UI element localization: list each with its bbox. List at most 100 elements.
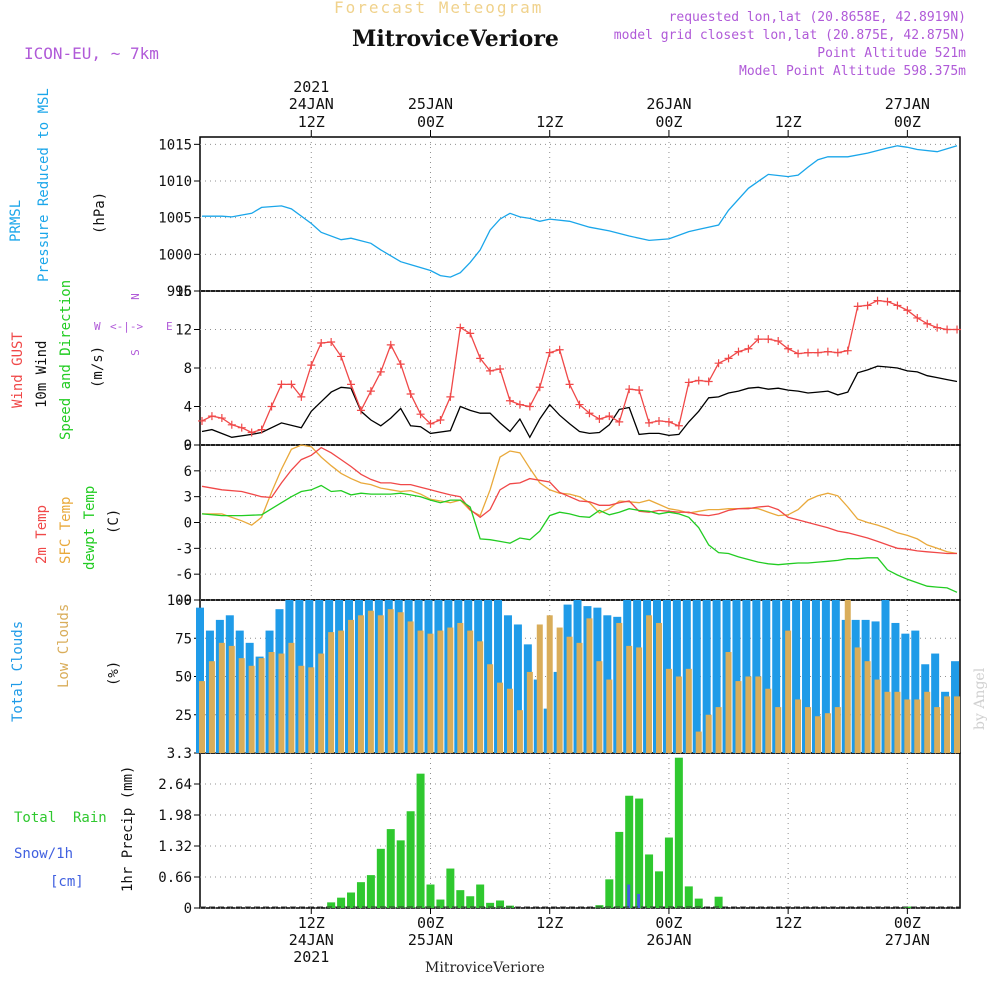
compass-e: E (166, 320, 173, 333)
rain-bar-0 (327, 902, 336, 908)
top-hour-label-4: 12Z (775, 113, 802, 131)
low-cloud-bar-66 (854, 647, 861, 753)
closest-coords: model grid closest lon,lat (20.875E, 42.… (613, 28, 966, 43)
rain-bar-15 (476, 884, 485, 908)
total-cloud-bar-60 (792, 600, 801, 753)
low-cloud-bar-33 (526, 671, 533, 753)
pressure-line (202, 145, 958, 278)
rain-bar-10 (426, 884, 435, 908)
gust-marker-18 (376, 367, 385, 376)
ytick-label-3-3: 100 (167, 593, 192, 609)
bottom-year-label-0: 2021 (293, 948, 329, 966)
total-cloud-bar-74 (931, 653, 940, 753)
gust-marker-42 (615, 417, 624, 426)
top-hour-label-1: 00Z (417, 113, 444, 131)
requested-coords: requested lon,lat (20.8658E, 42.8919N) (668, 10, 966, 25)
gust-marker-9 (287, 380, 296, 389)
low-cloud-bar-46 (655, 622, 662, 753)
station-title: MitroviceVeriore (352, 26, 559, 52)
ytick-label-0-4: 1015 (158, 137, 192, 153)
low-cloud-bar-55 (745, 676, 752, 753)
sfc-temp-line (202, 444, 958, 555)
low-cloud-bar-0 (199, 681, 205, 753)
top-date-label-0: 24JAN (289, 95, 334, 113)
gust-marker-56 (754, 335, 763, 344)
low-cloud-bar-31 (506, 688, 513, 753)
gust-marker-71 (903, 306, 912, 315)
gust-marker-29 (486, 366, 495, 375)
ytick-label-1-2: 8 (184, 361, 192, 377)
gust-marker-17 (366, 387, 375, 396)
low-cloud-bar-13 (328, 632, 335, 753)
rain-label: Total Rain (14, 810, 107, 826)
gust-marker-11 (307, 361, 316, 370)
ytick-label-1-3: 12 (175, 323, 192, 339)
low-cloud-bar-65 (844, 600, 851, 753)
gust-marker-57 (764, 335, 773, 344)
bottom-hour-label-1: 00Z (417, 914, 444, 932)
low-cloud-bar-48 (675, 676, 682, 753)
ytick-label-0-1: 1000 (158, 247, 192, 263)
gust-marker-1 (207, 412, 216, 421)
total-cloud-bar-30 (494, 600, 503, 753)
gust-marker-4 (237, 423, 246, 432)
low-cloud-bar-5 (248, 665, 255, 753)
ytick-label-2-2: -3 (175, 541, 192, 557)
low-cloud-bar-44 (636, 647, 643, 753)
low-cloud-bar-17 (367, 610, 374, 753)
rain-bar-27 (674, 757, 683, 908)
bottom-hour-label-0: 12Z (298, 914, 325, 932)
low-cloud-bar-10 (298, 665, 305, 753)
rain-bar-28 (684, 886, 693, 908)
rain-bar-13 (456, 890, 465, 908)
top-hour-label-2: 12Z (536, 113, 563, 131)
low-cloud-bar-49 (685, 668, 692, 753)
total-cloud-bar-58 (772, 600, 781, 753)
total-cloud-bar-69 (881, 600, 890, 753)
ytick-label-2-4: 3 (184, 490, 192, 506)
gust-marker-22 (416, 410, 425, 419)
gust-marker-0 (198, 416, 206, 425)
dewpoint-line (201, 484, 958, 593)
gust-marker-60 (794, 349, 803, 358)
gust-marker-25 (446, 392, 455, 401)
low-cloud-bar-26 (457, 622, 464, 753)
low-cloud-bar-2 (218, 642, 225, 753)
low-cloud-bar-54 (735, 681, 742, 753)
ytick-label-2-5: 6 (184, 464, 192, 480)
ytick-label-4-4: 2.64 (158, 777, 192, 793)
rain-bar-21 (615, 831, 624, 908)
low-cloud-bar-39 (586, 618, 593, 753)
bottom-hour-label-2: 12Z (536, 914, 563, 932)
total-cloud-bar-70 (891, 622, 900, 753)
total-cloud-bar-31 (503, 615, 512, 753)
point-altitude: Point Altitude 521m (817, 46, 966, 61)
low-cloud-bar-67 (864, 661, 871, 753)
rain-bar-16 (486, 902, 495, 908)
gust-marker-27 (466, 329, 475, 338)
snow-label: Snow/1h (14, 846, 74, 862)
meteogram-label: Forecast Meteogram (334, 0, 544, 17)
gust-marker-70 (893, 301, 902, 310)
gust-marker-76 (953, 325, 962, 334)
snow-bar-1 (637, 893, 641, 908)
gust-marker-47 (664, 417, 673, 426)
ytick-label-2-1: -6 (175, 567, 192, 583)
low-cloud-bar-1 (208, 661, 215, 753)
low-cloud-bar-42 (616, 622, 623, 753)
low-cloud-bar-57 (765, 688, 772, 753)
low-cloud-bar-69 (884, 691, 891, 753)
gust-marker-19 (386, 340, 395, 349)
gust-marker-52 (714, 359, 723, 368)
ytick-label-0-2: 1005 (158, 211, 192, 227)
panel-frame-4 (199, 752, 961, 909)
gust-marker-68 (873, 296, 882, 305)
low-cloud-bar-35 (546, 615, 553, 753)
gust-line (201, 299, 957, 434)
gust-marker-53 (724, 354, 733, 363)
gust-marker-66 (853, 302, 862, 311)
low-cloud-bar-61 (805, 707, 812, 753)
bottom-station-name: MitroviceVeriore (425, 960, 545, 976)
low-cloud-bar-12 (318, 653, 325, 753)
low-cloud-bar-4 (238, 658, 245, 753)
